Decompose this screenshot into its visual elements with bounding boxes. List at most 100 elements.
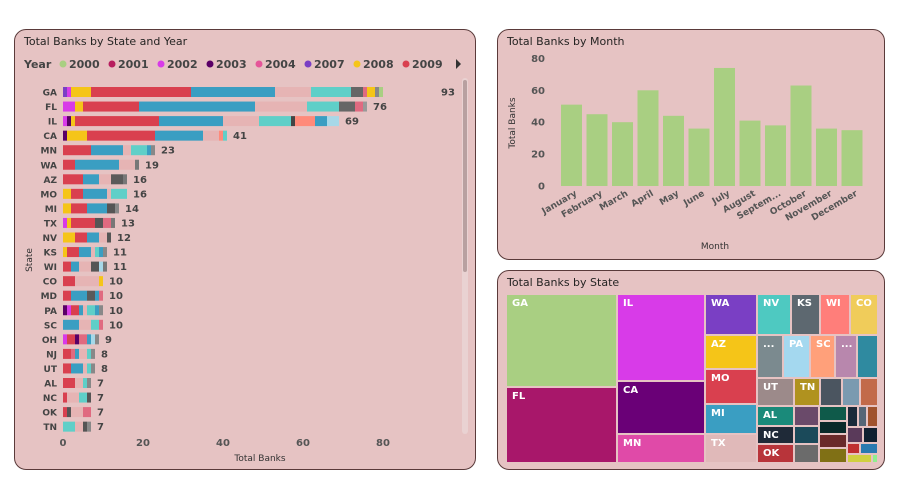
- bar-segment-AL-1[interactable]: [75, 378, 83, 388]
- bar-segment-NJ-0[interactable]: [63, 348, 71, 359]
- bar-segment-MN-4[interactable]: [147, 145, 151, 156]
- bar-segment-IL-8[interactable]: [295, 116, 315, 127]
- bar-segment-AZ-0[interactable]: [63, 174, 83, 185]
- treemap-cell-co[interactable]: CO: [850, 294, 878, 335]
- bar-segment-FL-6[interactable]: [339, 101, 355, 112]
- bar-segment-WI-5[interactable]: [103, 261, 107, 272]
- bar-segment-OH-1[interactable]: [67, 334, 75, 345]
- bar-segment-CA-4[interactable]: [203, 130, 219, 141]
- treemap-cell-other-14[interactable]: ...: [757, 335, 783, 378]
- treemap-cell-other-18[interactable]: [857, 335, 878, 378]
- treemap-cell-wi[interactable]: WI: [820, 294, 850, 335]
- bar-segment-NJ-3[interactable]: [79, 348, 87, 359]
- treemap-cell-other-39[interactable]: [847, 443, 860, 454]
- treemap-cell-other-40[interactable]: [860, 443, 878, 454]
- bar-November[interactable]: [816, 128, 837, 186]
- bar-segment-OH-4[interactable]: [87, 334, 91, 345]
- treemap-cell-other-33[interactable]: [819, 448, 847, 463]
- bar-segment-MD-4[interactable]: [99, 290, 103, 301]
- bar-July[interactable]: [714, 67, 735, 186]
- treemap-cell-sc[interactable]: SC: [810, 335, 835, 378]
- treemap-cell-other-35[interactable]: [858, 406, 867, 427]
- bar-segment-PA-4[interactable]: [83, 305, 87, 316]
- bar-segment-IL-7[interactable]: [291, 116, 295, 127]
- bar-segment-GA-10[interactable]: [375, 87, 379, 97]
- bar-segment-MI-1[interactable]: [71, 203, 87, 214]
- bar-segment-AZ-1[interactable]: [83, 174, 99, 185]
- bar-segment-MO-0[interactable]: [63, 188, 71, 199]
- bar-segment-CA-0[interactable]: [63, 130, 67, 141]
- treemap-cell-wa[interactable]: WA: [705, 294, 757, 335]
- bar-segment-NV-0[interactable]: [63, 232, 75, 243]
- bar-February[interactable]: [586, 114, 608, 186]
- bar-segment-MN-0[interactable]: [63, 145, 91, 156]
- treemap-cell-ut[interactable]: UT: [757, 378, 794, 406]
- bar-segment-WA-3[interactable]: [135, 159, 139, 170]
- bar-segment-IL-4[interactable]: [159, 116, 223, 127]
- bar-segment-UT-2[interactable]: [83, 363, 87, 374]
- treemap-cell-other-27[interactable]: [794, 406, 819, 426]
- bar-Septem...[interactable]: [765, 125, 786, 186]
- bar-segment-KS-4[interactable]: [95, 247, 99, 258]
- bar-segment-NC-2[interactable]: [79, 392, 87, 403]
- bar-segment-NJ-4[interactable]: [87, 348, 91, 359]
- bar-segment-GA-6[interactable]: [311, 87, 351, 97]
- bar-segment-PA-2[interactable]: [71, 305, 79, 316]
- bar-segment-WA-1[interactable]: [75, 159, 119, 170]
- bar-segment-FL-0[interactable]: [63, 101, 75, 112]
- treemap-cell-ok[interactable]: OK: [757, 444, 794, 463]
- bar-segment-OH-0[interactable]: [63, 334, 67, 345]
- legend-item-2009[interactable]: 2009: [412, 58, 443, 71]
- bar-segment-NV-1[interactable]: [75, 232, 87, 243]
- scrollbar-thumb[interactable]: [463, 80, 467, 272]
- bar-segment-MN-2[interactable]: [123, 145, 131, 156]
- bar-segment-WI-0[interactable]: [63, 261, 71, 272]
- bar-segment-IL-10[interactable]: [327, 116, 339, 127]
- bar-segment-CA-5[interactable]: [219, 130, 223, 141]
- bar-segment-FL-7[interactable]: [355, 101, 363, 112]
- bar-segment-KS-1[interactable]: [67, 247, 79, 258]
- treemap-cell-nv[interactable]: NV: [757, 294, 791, 335]
- bar-segment-IL-0[interactable]: [63, 116, 67, 127]
- bar-segment-UT-3[interactable]: [87, 363, 91, 374]
- bar-segment-TX-1[interactable]: [67, 217, 71, 228]
- bar-segment-PA-1[interactable]: [67, 305, 71, 316]
- bar-segment-OK-2[interactable]: [71, 407, 83, 418]
- bar-segment-FL-8[interactable]: [363, 101, 367, 112]
- bar-segment-GA-8[interactable]: [363, 87, 367, 97]
- treemap-cell-al[interactable]: AL: [757, 406, 794, 426]
- bar-segment-NC-3[interactable]: [87, 392, 91, 403]
- bar-segment-MO-3[interactable]: [107, 188, 111, 199]
- bar-segment-TX-0[interactable]: [63, 217, 67, 228]
- bar-segment-FL-5[interactable]: [307, 101, 339, 112]
- bar-segment-FL-3[interactable]: [139, 101, 255, 112]
- bar-segment-NV-4[interactable]: [107, 232, 111, 243]
- treemap-cell-other-30[interactable]: [819, 406, 847, 421]
- bar-segment-UT-1[interactable]: [71, 363, 83, 374]
- legend-item-2003[interactable]: 2003: [216, 58, 247, 71]
- treemap-cell-il[interactable]: IL: [617, 294, 705, 381]
- bar-segment-MO-1[interactable]: [71, 188, 83, 199]
- bar-segment-PA-7[interactable]: [99, 305, 103, 316]
- bar-segment-OH-5[interactable]: [91, 334, 95, 345]
- treemap-cell-tn[interactable]: TN: [794, 378, 820, 406]
- bar-segment-PA-5[interactable]: [87, 305, 95, 316]
- bar-segment-WA-2[interactable]: [119, 159, 135, 170]
- bar-segment-GA-3[interactable]: [91, 87, 191, 97]
- bar-segment-UT-0[interactable]: [63, 363, 71, 374]
- bar-segment-WI-2[interactable]: [79, 261, 91, 272]
- bar-segment-MI-2[interactable]: [87, 203, 107, 214]
- bar-segment-SC-3[interactable]: [99, 319, 103, 330]
- bar-March[interactable]: [612, 122, 633, 186]
- bar-segment-CA-3[interactable]: [155, 130, 203, 141]
- bar-segment-MI-0[interactable]: [63, 203, 71, 214]
- bar-segment-NC-0[interactable]: [63, 392, 67, 403]
- bar-segment-TN-2[interactable]: [83, 421, 87, 432]
- bar-segment-GA-1[interactable]: [67, 87, 71, 97]
- bar-segment-AZ-4[interactable]: [123, 174, 127, 185]
- bar-segment-TX-4[interactable]: [95, 217, 103, 228]
- bar-segment-PA-6[interactable]: [95, 305, 99, 316]
- bar-segment-CA-2[interactable]: [87, 130, 155, 141]
- treemap-cell-nc[interactable]: NC: [757, 426, 794, 444]
- bar-segment-UT-4[interactable]: [91, 363, 95, 374]
